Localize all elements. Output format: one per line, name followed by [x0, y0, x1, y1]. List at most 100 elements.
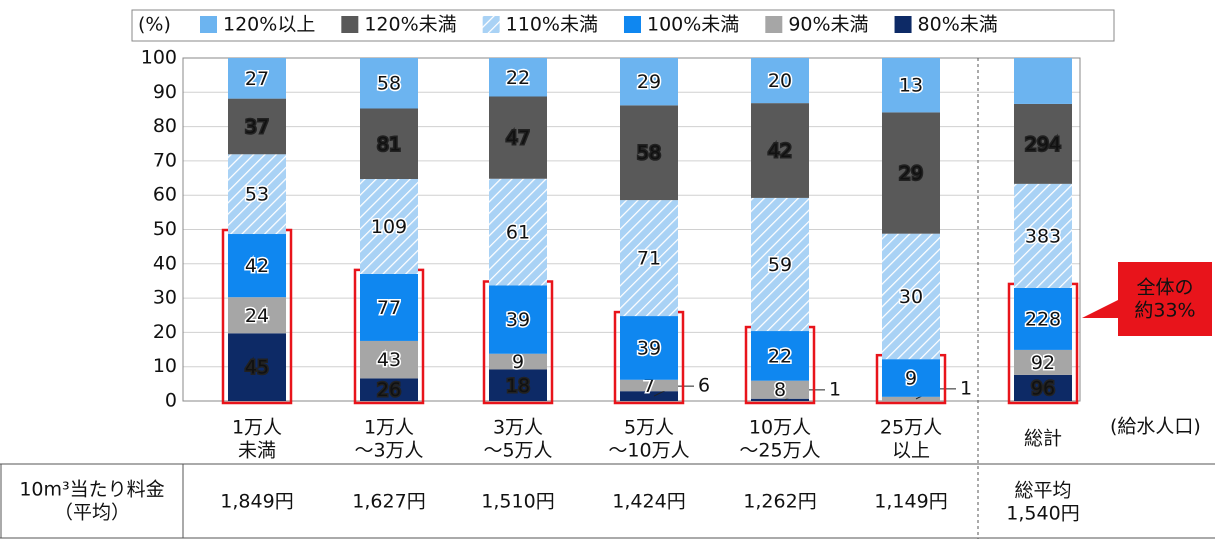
bar-segment [1014, 349, 1072, 375]
value-label: 58 [637, 142, 661, 164]
bar-segment [1014, 287, 1072, 350]
legend-swatch [894, 16, 912, 33]
value-label: 42 [245, 255, 269, 277]
table-cell: 総平均 1,540円 [1006, 479, 1079, 524]
y-tick-label: 90 [153, 81, 177, 103]
value-label: 37 [245, 116, 269, 138]
bar-segment [360, 108, 418, 180]
table-cell: 1,262円 [743, 491, 816, 513]
table-header: 10m³当たり料金（平均） [19, 478, 164, 523]
bar-segment [360, 273, 418, 341]
value-label: 228 [1025, 308, 1061, 330]
legend-label: 120%以上 [223, 14, 315, 36]
value-label: 13 [899, 75, 923, 97]
y-tick-label: 70 [153, 149, 177, 171]
y-tick-label: 30 [153, 287, 177, 309]
value-label: 45 [245, 357, 269, 379]
bar-segment [882, 58, 940, 113]
value-label: 39 [637, 337, 661, 359]
legend-swatch [200, 16, 217, 33]
value-label: 383 [1025, 225, 1061, 247]
bar-segment [1014, 183, 1072, 288]
value-label: 6 [698, 375, 710, 397]
value-label: 47 [506, 127, 530, 149]
value-label: 29 [637, 71, 661, 93]
value-label: 81 [377, 133, 401, 155]
value-label: 61 [506, 222, 530, 244]
value-label: 71 [637, 248, 661, 270]
value-label: 1 [960, 377, 972, 399]
bar-segment [882, 396, 940, 401]
value-label: 18 [506, 375, 530, 397]
table-cell: 1,849円 [220, 491, 293, 513]
value-label: 9 [512, 351, 524, 373]
x-tick-label: 25万人以上 [880, 416, 942, 461]
bar-segment [620, 105, 678, 201]
bar-segment [620, 391, 678, 401]
bar-segment [620, 379, 678, 392]
table-cell: 1,424円 [612, 491, 685, 513]
value-label: 42 [768, 140, 792, 162]
y-tick-label: 80 [153, 115, 177, 137]
bar-segment [228, 333, 286, 401]
y-tick-label: 0 [165, 390, 177, 412]
value-label: 22 [768, 345, 792, 367]
y-tick-label: 60 [153, 184, 177, 206]
bar-segment [1014, 58, 1072, 104]
legend-label: 90%未満 [788, 14, 868, 36]
bar-segment [489, 369, 547, 401]
x-tick-label: 3万人～5万人 [483, 416, 552, 461]
bar-segment [489, 353, 547, 370]
bar-segment [751, 197, 809, 332]
value-label: 8 [774, 379, 786, 401]
bar-segment [620, 200, 678, 317]
bar-segment [228, 154, 286, 235]
bar-segment [360, 340, 418, 379]
bar-segment [360, 179, 418, 274]
bar-segment [751, 331, 809, 381]
value-label: 294 [1025, 133, 1061, 155]
annotation: 全体の約33% [1134, 276, 1195, 321]
value-label: 109 [371, 216, 407, 238]
value-label: 96 [1031, 377, 1055, 399]
callout-box [1082, 262, 1212, 336]
bar-segment [1014, 374, 1072, 401]
bar-segment [882, 233, 940, 360]
bar-segment [489, 285, 547, 354]
x-axis-label: (給水人口) [1110, 416, 1201, 438]
x-tick-label: 1万人未満 [232, 416, 282, 461]
legend-label: 110%未満 [506, 14, 598, 36]
bar-segment [882, 359, 940, 397]
value-label: 29 [899, 163, 923, 185]
legend-swatch [765, 16, 783, 33]
bar-segment [751, 58, 809, 104]
bar-segment [489, 58, 547, 97]
bar-segment [228, 98, 286, 155]
y-tick-label: 10 [153, 355, 177, 377]
bar-segment [620, 316, 678, 380]
x-tick-label: 10万人～25万人 [739, 416, 820, 461]
value-label: 43 [377, 349, 401, 371]
legend-frame [131, 9, 1115, 42]
bar-segment [882, 112, 940, 234]
y-tick-label: 20 [153, 321, 177, 343]
table-cell: 1,510円 [481, 491, 554, 513]
bar-segment [620, 58, 678, 106]
table-cell: 1,627円 [352, 491, 425, 513]
bar-segment [751, 103, 809, 198]
value-label: 20 [768, 70, 792, 92]
bar-segment [751, 380, 809, 399]
bar-segment [489, 178, 547, 286]
bar-segment [228, 297, 286, 334]
value-label: 24 [245, 305, 269, 327]
legend-swatch [623, 16, 641, 33]
y-unit-label: (%) [138, 14, 171, 36]
value-label: 77 [377, 297, 401, 319]
value-label: 59 [768, 254, 792, 276]
legend-label: 120%未満 [364, 14, 456, 36]
bar-segment [228, 234, 286, 298]
y-tick-label: 50 [153, 218, 177, 240]
value-label: 22 [506, 67, 530, 89]
value-label: 1 [829, 378, 841, 400]
